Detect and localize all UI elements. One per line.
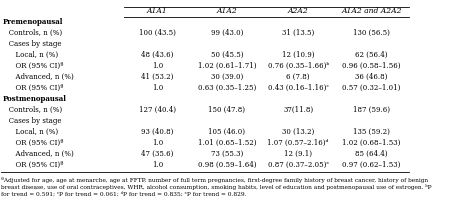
Text: 31 (13.5): 31 (13.5) xyxy=(282,29,314,37)
Text: 0.43 (0.16–1.16)ᶜ: 0.43 (0.16–1.16)ᶜ xyxy=(268,84,328,92)
Text: 0.63 (0.35–1.25): 0.63 (0.35–1.25) xyxy=(198,84,256,92)
Text: OR (95% CI)ª: OR (95% CI)ª xyxy=(2,84,64,92)
Text: OR (95% CI)ª: OR (95% CI)ª xyxy=(2,62,64,70)
Text: 0.98 (0.59–1.64): 0.98 (0.59–1.64) xyxy=(198,161,256,169)
Text: Advanced, n (%): Advanced, n (%) xyxy=(2,73,74,81)
Text: 1.0: 1.0 xyxy=(152,62,163,70)
Text: Premenopausal: Premenopausal xyxy=(2,18,63,26)
Text: 0.57 (0.32–1.01): 0.57 (0.32–1.01) xyxy=(342,84,401,92)
Text: 85 (64.4): 85 (64.4) xyxy=(356,150,388,158)
Text: 1.07 (0.57–2.16)ᵈ: 1.07 (0.57–2.16)ᵈ xyxy=(267,139,329,147)
Text: Local, n (%): Local, n (%) xyxy=(2,128,58,136)
Text: 150 (47.8): 150 (47.8) xyxy=(208,106,245,114)
Text: 6 (7.8): 6 (7.8) xyxy=(286,73,310,81)
Text: 48 (43.6): 48 (43.6) xyxy=(141,51,173,59)
Text: 30 (13.2): 30 (13.2) xyxy=(282,128,314,136)
Text: Postmenopausal: Postmenopausal xyxy=(2,95,66,103)
Text: 99 (43.0): 99 (43.0) xyxy=(210,29,243,37)
Text: 0.76 (0.35–1.66)ᵇ: 0.76 (0.35–1.66)ᵇ xyxy=(268,62,329,70)
Text: A2A2: A2A2 xyxy=(288,7,309,15)
Text: OR (95% CI)ª: OR (95% CI)ª xyxy=(2,139,64,147)
Text: 12 (10.9): 12 (10.9) xyxy=(282,51,314,59)
Text: 36 (46.8): 36 (46.8) xyxy=(356,73,388,81)
Text: 1.02 (0.68–1.53): 1.02 (0.68–1.53) xyxy=(342,139,401,147)
Text: Advanced, n (%): Advanced, n (%) xyxy=(2,150,74,158)
Text: 62 (56.4): 62 (56.4) xyxy=(356,51,388,59)
Text: 12 (9.1): 12 (9.1) xyxy=(284,150,312,158)
Text: 47 (35.6): 47 (35.6) xyxy=(141,150,173,158)
Text: OR (95% CI)ª: OR (95% CI)ª xyxy=(2,161,64,169)
Text: 41 (53.2): 41 (53.2) xyxy=(141,73,173,81)
Text: 130 (56.5): 130 (56.5) xyxy=(353,29,390,37)
Text: 73 (55.3): 73 (55.3) xyxy=(210,150,243,158)
Text: 0.96 (0.58–1.56): 0.96 (0.58–1.56) xyxy=(342,62,401,70)
Text: 1.0: 1.0 xyxy=(152,161,163,169)
Text: Controls, n (%): Controls, n (%) xyxy=(2,29,62,37)
Text: A1A1: A1A1 xyxy=(147,7,168,15)
Text: 1.01 (0.65–1.52): 1.01 (0.65–1.52) xyxy=(198,139,256,147)
Text: 0.97 (0.62–1.53): 0.97 (0.62–1.53) xyxy=(342,161,401,169)
Text: Cases by stage: Cases by stage xyxy=(2,40,62,48)
Text: A1A2: A1A2 xyxy=(217,7,237,15)
Text: 50 (45.5): 50 (45.5) xyxy=(210,51,243,59)
Text: ªAdjusted for age, age at menarche, age at FFTP, number of full term pregnancies: ªAdjusted for age, age at menarche, age … xyxy=(1,177,432,197)
Text: 100 (43.5): 100 (43.5) xyxy=(139,29,176,37)
Text: 30 (39.0): 30 (39.0) xyxy=(210,73,243,81)
Text: 1.02 (0.61–1.71): 1.02 (0.61–1.71) xyxy=(198,62,256,70)
Text: Controls, n (%): Controls, n (%) xyxy=(2,106,62,114)
Text: Local, n (%): Local, n (%) xyxy=(2,51,58,59)
Text: Cases by stage: Cases by stage xyxy=(2,117,62,125)
Text: A1A2 and A2A2: A1A2 and A2A2 xyxy=(341,7,402,15)
Text: 187 (59.6): 187 (59.6) xyxy=(353,106,390,114)
Text: 127 (40.4): 127 (40.4) xyxy=(139,106,176,114)
Text: 0.87 (0.37–2.05)ᵉ: 0.87 (0.37–2.05)ᵉ xyxy=(268,161,329,169)
Text: 105 (46.0): 105 (46.0) xyxy=(208,128,245,136)
Text: 1.0: 1.0 xyxy=(152,139,163,147)
Text: 1.0: 1.0 xyxy=(152,84,163,92)
Text: 37(11.8): 37(11.8) xyxy=(283,106,313,114)
Text: 93 (40.8): 93 (40.8) xyxy=(141,128,173,136)
Text: 135 (59.2): 135 (59.2) xyxy=(353,128,390,136)
